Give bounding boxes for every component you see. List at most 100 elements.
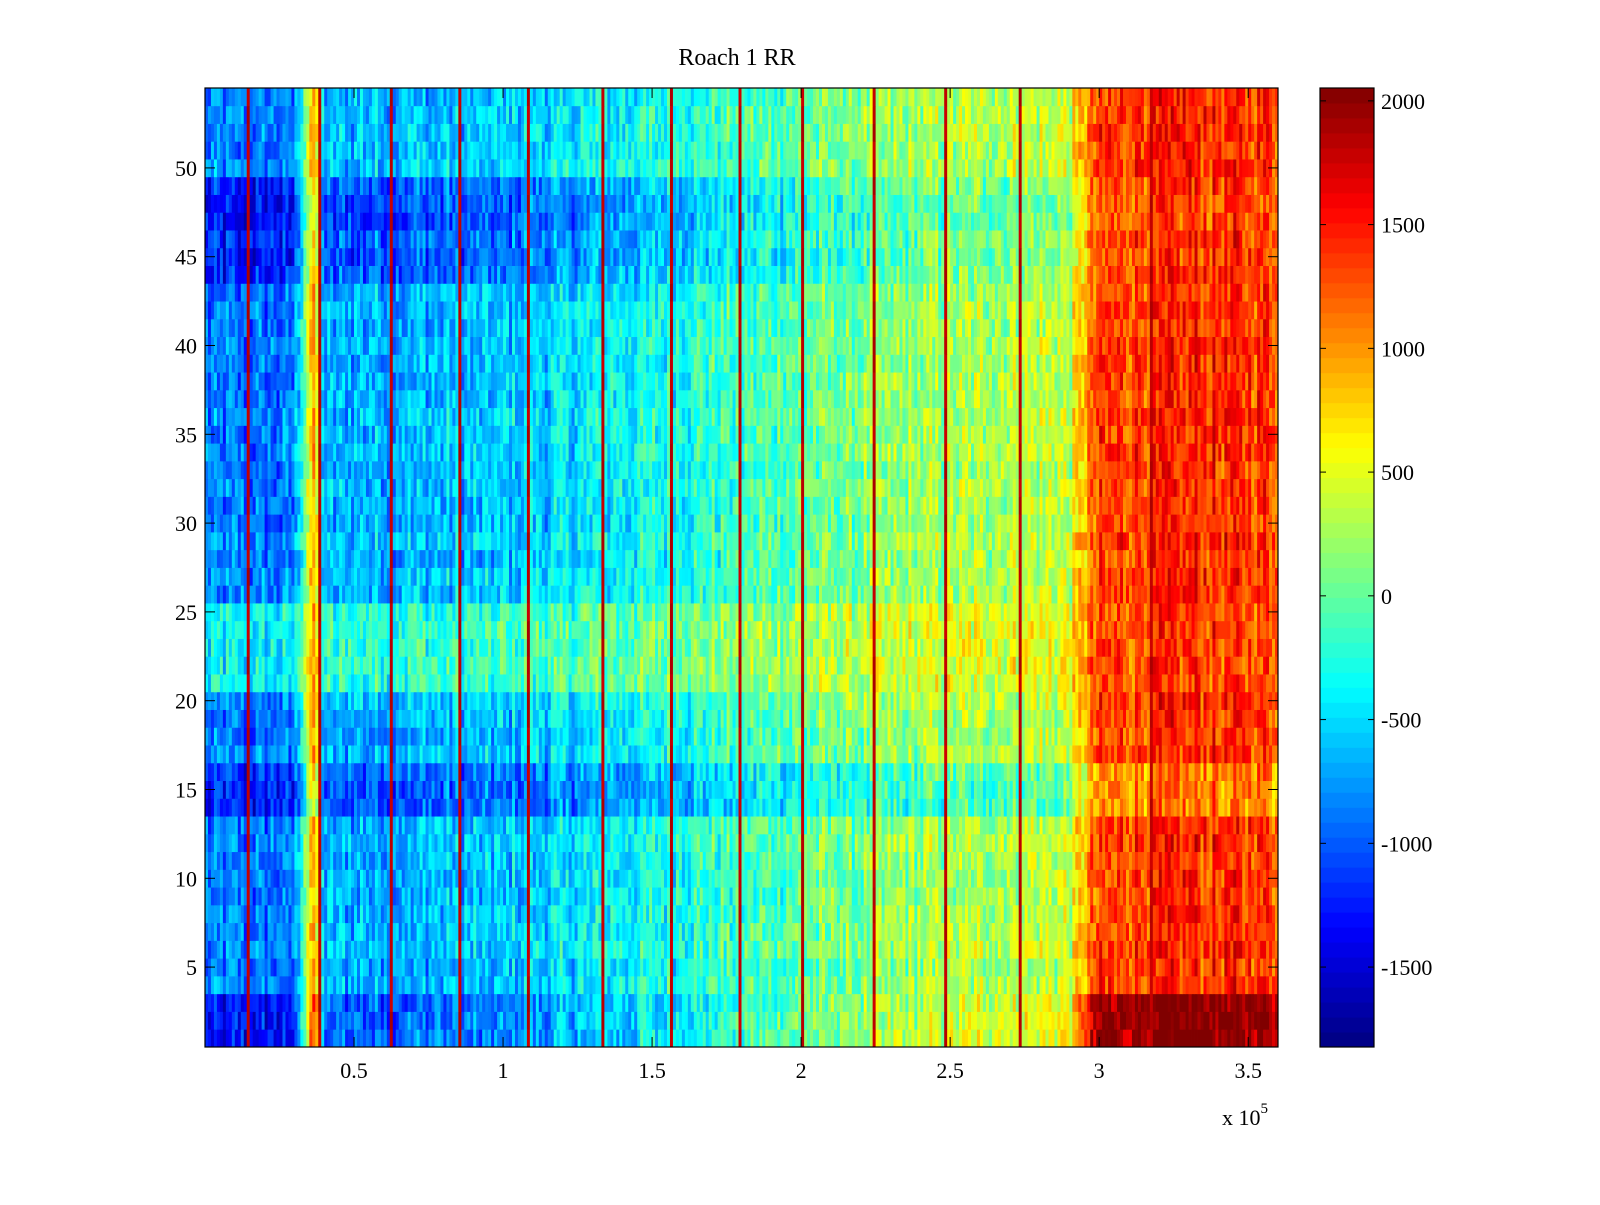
heatmap-cell	[953, 958, 957, 977]
heatmap-cell	[544, 922, 549, 941]
heatmap-cell	[1081, 851, 1085, 870]
heatmap-cell	[1170, 940, 1175, 959]
heatmap-cell	[1230, 869, 1234, 888]
heatmap-cell	[407, 798, 412, 817]
heatmap-cell	[327, 1029, 331, 1048]
heatmap-cell	[756, 798, 760, 817]
heatmap-cell	[1105, 1011, 1109, 1030]
heatmap-cell	[804, 798, 808, 817]
heatmap-cell	[571, 922, 575, 941]
heatmap-cell	[216, 869, 221, 888]
heatmap-cell	[1120, 851, 1124, 870]
heatmap-cell	[860, 993, 865, 1012]
heatmap-cell	[1173, 993, 1178, 1012]
heatmap-cell	[962, 1029, 966, 1048]
heatmap-cell	[1188, 833, 1192, 853]
heatmap-cell	[377, 816, 382, 835]
heatmap-cell	[1206, 1011, 1210, 1030]
heatmap-cell	[810, 975, 814, 995]
heatmap-cell	[619, 851, 623, 870]
heatmap-cell	[583, 1011, 587, 1030]
heatmap-cell	[705, 816, 710, 835]
heatmap-cell	[786, 922, 790, 941]
heatmap-cell	[368, 887, 373, 906]
heatmap-cell	[1182, 869, 1186, 888]
heatmap-cell	[929, 1011, 933, 1030]
heatmap-cell	[1263, 993, 1267, 1012]
heatmap-cell	[333, 940, 337, 959]
heatmap-cell	[747, 922, 751, 941]
heatmap-cell	[449, 887, 453, 906]
heatmap-cell	[517, 958, 522, 977]
heatmap-cell	[1137, 851, 1142, 870]
heatmap-cell	[237, 993, 242, 1012]
heatmap-cell	[687, 1011, 692, 1030]
heatmap-cell	[741, 833, 745, 853]
heatmap-cell	[929, 1029, 933, 1048]
heatmap-cell	[1108, 940, 1112, 959]
heatmap-cell	[762, 833, 766, 853]
heatmap-cell	[661, 940, 665, 959]
heatmap-cell	[309, 904, 313, 924]
heatmap-cell	[526, 940, 531, 959]
heatmap-cell	[458, 975, 462, 995]
heatmap-cell	[279, 833, 283, 853]
heatmap-cell	[687, 816, 692, 835]
heatmap-cell	[1060, 940, 1064, 959]
heatmap-cell	[285, 887, 289, 906]
heatmap-cell	[911, 958, 915, 977]
heatmap-cell	[810, 869, 814, 888]
heatmap-cell	[866, 833, 871, 853]
heatmap-cell	[732, 1029, 736, 1048]
heatmap-cell	[604, 1011, 608, 1030]
heatmap-cell	[380, 1011, 385, 1030]
heatmap-cell	[1111, 958, 1115, 977]
heatmap-cell	[1111, 869, 1115, 888]
heatmap-cell	[354, 851, 358, 870]
heatmap-cell	[234, 869, 239, 888]
heatmap-cell	[744, 887, 748, 906]
heatmap-cell	[1111, 922, 1115, 941]
heatmap-cell	[330, 940, 334, 959]
heatmap-cell	[786, 851, 790, 870]
heatmap-cell	[1075, 958, 1079, 977]
heatmap-cell	[279, 887, 283, 906]
heatmap-cell	[559, 1011, 564, 1030]
heatmap-cell	[255, 940, 260, 959]
heatmap-cell	[750, 851, 754, 870]
heatmap-cell	[321, 887, 325, 906]
heatmap-cell	[458, 1029, 462, 1048]
heatmap-cell	[1015, 922, 1020, 941]
heatmap-cell	[664, 904, 668, 924]
heatmap-cell	[1060, 993, 1064, 1012]
heatmap-cell	[732, 958, 736, 977]
heatmap-cell	[985, 887, 990, 906]
heatmap-cell	[902, 1029, 906, 1048]
heatmap-cell	[1158, 851, 1163, 870]
heatmap-cell	[836, 798, 841, 817]
heatmap-cell	[395, 1029, 400, 1048]
heatmap-cell	[1251, 940, 1255, 959]
heatmap-cell	[1012, 1011, 1017, 1030]
heatmap-cell	[607, 833, 611, 853]
heatmap-cell	[801, 958, 805, 977]
heatmap-cell	[973, 958, 978, 977]
heatmap-cell	[598, 940, 602, 959]
heatmap-cell	[1158, 958, 1163, 977]
heatmap-cell	[833, 975, 838, 995]
heatmap-cell	[705, 922, 710, 941]
heatmap-cell	[1006, 833, 1011, 853]
heatmap-cell	[997, 1011, 1002, 1030]
heatmap-cell	[303, 798, 307, 817]
heatmap-cell	[1102, 922, 1106, 941]
heatmap-cell	[976, 816, 981, 835]
heatmap-cell	[395, 851, 400, 870]
heatmap-cell	[252, 1011, 257, 1030]
heatmap-cell	[896, 922, 900, 941]
heatmap-cell	[637, 993, 641, 1012]
heatmap-cell	[786, 798, 790, 817]
heatmap-cell	[759, 904, 763, 924]
heatmap-cell	[1027, 798, 1032, 817]
heatmap-cell	[661, 851, 665, 870]
heatmap-cell	[1117, 1029, 1121, 1048]
